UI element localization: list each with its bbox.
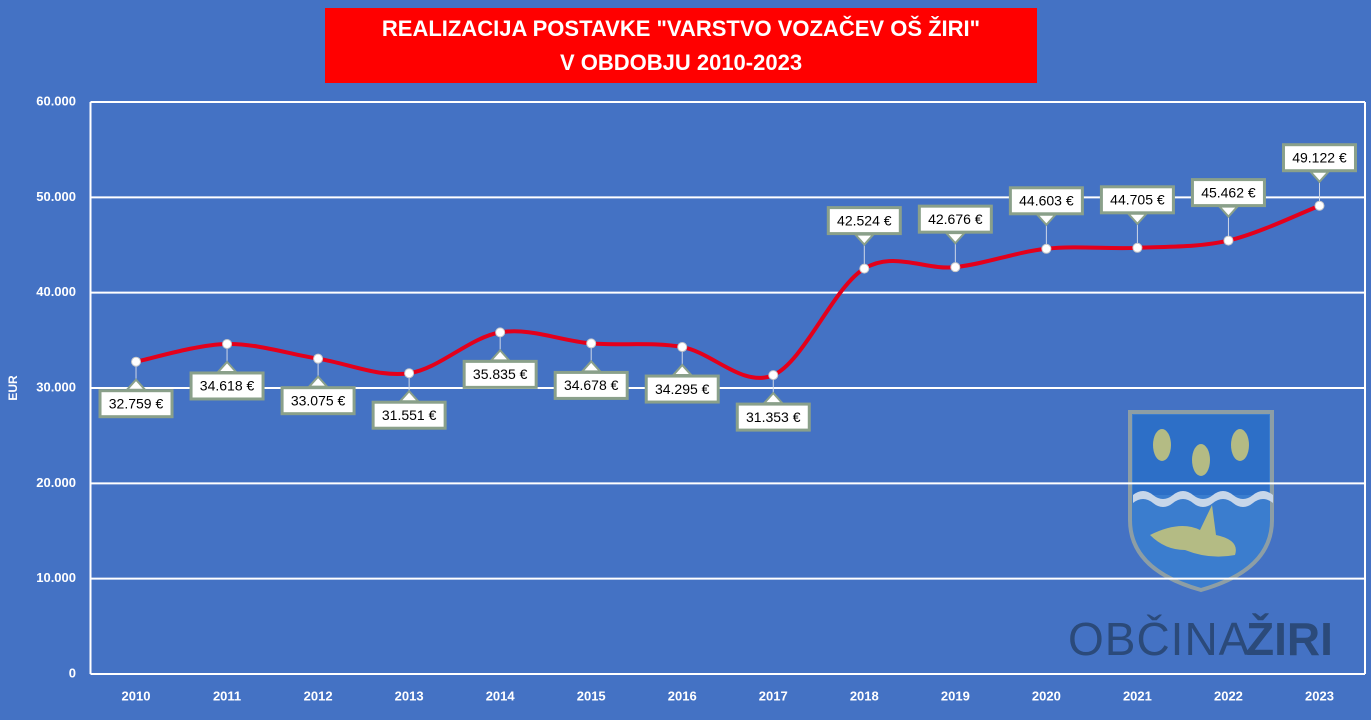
logo-text: OBČINA bbox=[1068, 613, 1250, 665]
data-label: 34.678 € bbox=[564, 377, 619, 393]
x-tick-label: 2016 bbox=[668, 688, 697, 703]
logo-wave bbox=[1133, 491, 1273, 507]
point bbox=[404, 368, 415, 379]
x-tick-label: 2010 bbox=[122, 688, 151, 703]
data-label-box bbox=[826, 206, 902, 236]
point bbox=[313, 353, 324, 364]
data-label: 42.524 € bbox=[837, 212, 892, 228]
data-label-box bbox=[98, 389, 174, 419]
x-tick-label: 2014 bbox=[486, 688, 516, 703]
x-tick-label: 2019 bbox=[941, 688, 970, 703]
data-label-callout: 33.075 € bbox=[280, 358, 356, 416]
x-tick-label: 2013 bbox=[395, 688, 424, 703]
x-tick-label: 2020 bbox=[1032, 688, 1061, 703]
data-label-callout: 44.705 € bbox=[1099, 185, 1175, 248]
logo-leaf bbox=[1192, 444, 1210, 476]
data-label: 32.759 € bbox=[109, 395, 164, 411]
data-label-callout: 34.295 € bbox=[644, 347, 720, 404]
y-tick-label: 50.000 bbox=[36, 189, 76, 204]
data-label-box bbox=[280, 386, 356, 416]
data-label-callout: 34.618 € bbox=[189, 343, 265, 401]
chart-title: REALIZACIJA POSTAVKE "VARSTVO VOZAČEV OŠ… bbox=[382, 16, 980, 41]
data-label: 31.551 € bbox=[382, 407, 437, 423]
data-label-box bbox=[917, 204, 993, 234]
data-label-callout: 34.678 € bbox=[553, 343, 629, 400]
data-label-box bbox=[1190, 178, 1266, 208]
data-label: 45.462 € bbox=[1201, 184, 1256, 200]
line bbox=[135, 203, 1321, 380]
data-label-callout: 49.122 € bbox=[1281, 143, 1357, 206]
x-tick-label: 2015 bbox=[577, 688, 606, 703]
data-label-box bbox=[462, 359, 538, 389]
data-label: 33.075 € bbox=[291, 392, 346, 408]
point bbox=[1223, 235, 1234, 246]
data-label: 44.705 € bbox=[1110, 192, 1165, 208]
point bbox=[768, 370, 779, 381]
x-tick-label: 2012 bbox=[304, 688, 333, 703]
y-axis-label: EUR bbox=[6, 375, 20, 401]
y-tick-label: 30.000 bbox=[36, 379, 76, 394]
point bbox=[131, 356, 142, 367]
data-label-box bbox=[553, 370, 629, 400]
x-tick-label: 2023 bbox=[1305, 688, 1334, 703]
point bbox=[1314, 200, 1325, 211]
logo-dragon bbox=[1150, 505, 1236, 557]
chart-title: V OBDOBJU 2010-2023 bbox=[560, 50, 802, 75]
logo-leaf bbox=[1153, 429, 1171, 461]
point bbox=[859, 263, 870, 274]
x-tick-label: 2022 bbox=[1214, 688, 1243, 703]
data-label-callout: 44.603 € bbox=[1008, 186, 1084, 249]
data-label-box bbox=[189, 371, 265, 401]
y-tick-label: 20.000 bbox=[36, 475, 76, 490]
point bbox=[950, 262, 961, 273]
point bbox=[1132, 242, 1143, 253]
logo-text: ŽIRI bbox=[1246, 613, 1333, 665]
point bbox=[495, 327, 506, 338]
point bbox=[586, 338, 597, 349]
y-tick-label: 0 bbox=[69, 665, 76, 680]
data-label-callout: 32.759 € bbox=[98, 361, 174, 419]
logo bbox=[1128, 410, 1274, 593]
data-label-box bbox=[1281, 143, 1357, 173]
point bbox=[1041, 243, 1052, 254]
x-tick-label: 2017 bbox=[759, 688, 788, 703]
data-label-callout: 42.676 € bbox=[917, 204, 993, 268]
data-label: 35.835 € bbox=[473, 366, 528, 382]
data-label: 34.618 € bbox=[200, 378, 255, 394]
y-tick-label: 60.000 bbox=[36, 93, 76, 108]
data-label: 44.603 € bbox=[1019, 192, 1074, 208]
data-label: 34.295 € bbox=[655, 381, 710, 397]
data-label-callout: 31.353 € bbox=[735, 375, 811, 432]
data-label-callout: 45.462 € bbox=[1190, 178, 1266, 241]
y-tick-label: 40.000 bbox=[36, 284, 76, 299]
data-label-callout: 31.551 € bbox=[371, 373, 447, 430]
point bbox=[677, 342, 688, 353]
data-label: 49.122 € bbox=[1292, 149, 1347, 165]
x-tick-label: 2021 bbox=[1123, 688, 1152, 703]
data-label-box bbox=[735, 402, 811, 432]
title-box bbox=[325, 8, 1037, 83]
data-label: 31.353 € bbox=[746, 409, 801, 425]
x-tick-label: 2011 bbox=[213, 688, 241, 703]
data-label-box bbox=[1008, 186, 1084, 216]
data-label-box bbox=[371, 400, 447, 430]
data-label-box bbox=[1099, 185, 1175, 215]
data-label-box bbox=[644, 374, 720, 404]
y-tick-label: 10.000 bbox=[36, 570, 76, 585]
data-label-callout: 42.524 € bbox=[826, 206, 902, 269]
x-tick-label: 2018 bbox=[850, 688, 879, 703]
logo-leaf bbox=[1231, 429, 1249, 461]
point bbox=[222, 338, 233, 349]
data-label-callout: 35.835 € bbox=[462, 332, 538, 389]
data-label: 42.676 € bbox=[928, 211, 983, 227]
